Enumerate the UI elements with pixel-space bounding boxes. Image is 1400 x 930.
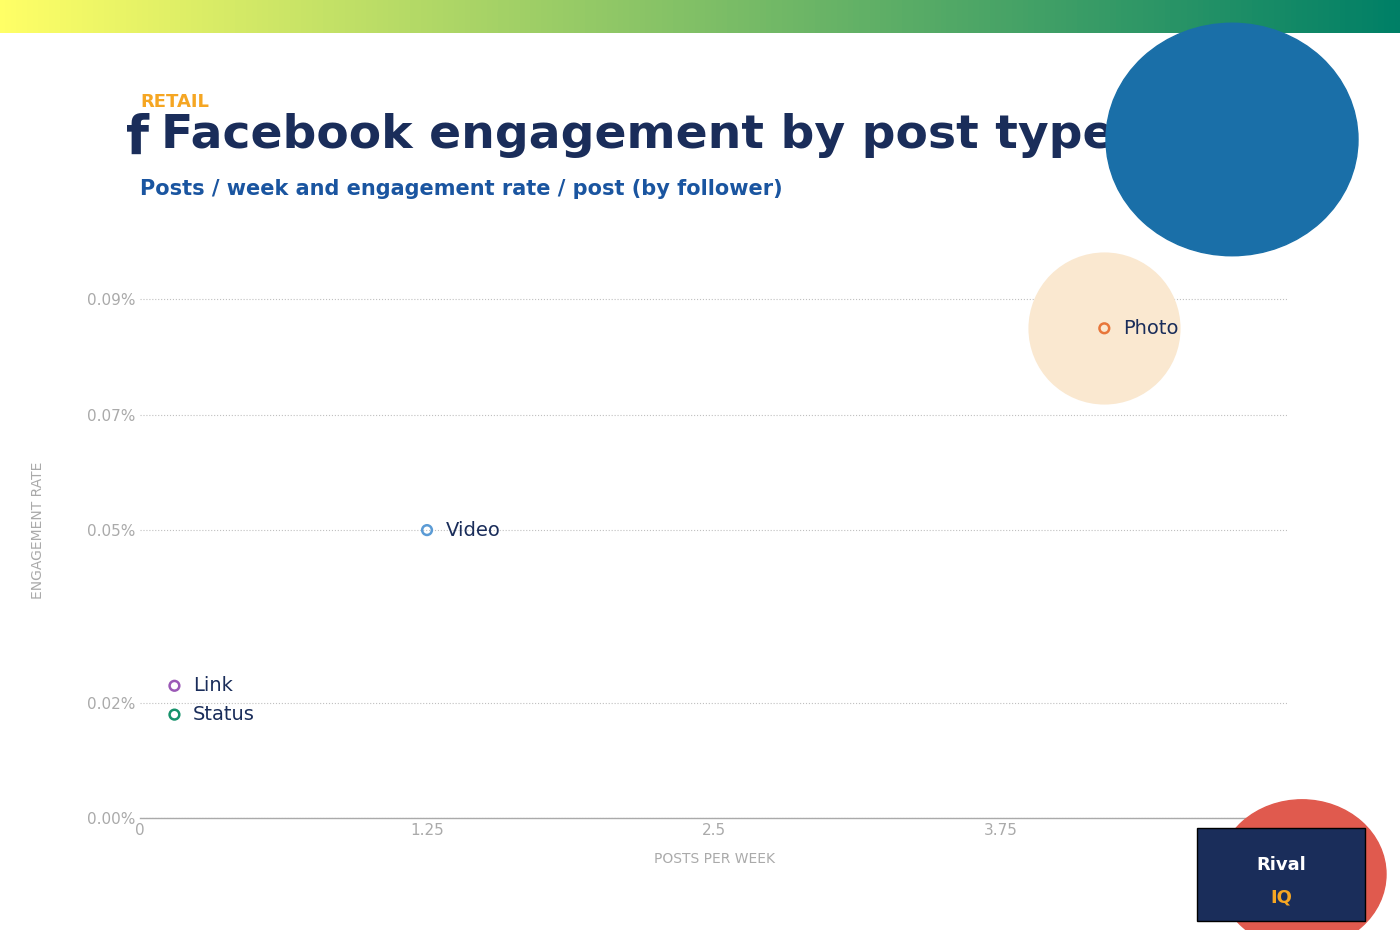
- Point: [1093, 321, 1116, 336]
- Text: RETAIL: RETAIL: [140, 93, 209, 111]
- Text: Rival: Rival: [1256, 856, 1306, 874]
- Text: Status: Status: [193, 705, 255, 724]
- Text: Facebook engagement by post type: Facebook engagement by post type: [161, 113, 1114, 158]
- Text: Video: Video: [445, 521, 500, 539]
- X-axis label: POSTS PER WEEK: POSTS PER WEEK: [654, 852, 774, 866]
- Point: [416, 523, 438, 538]
- Point: [1093, 321, 1116, 336]
- Text: f: f: [126, 113, 148, 165]
- Point: [164, 707, 186, 722]
- Point: [164, 678, 186, 693]
- Text: Posts / week and engagement rate / post (by follower): Posts / week and engagement rate / post …: [140, 179, 783, 199]
- Text: Link: Link: [193, 676, 232, 696]
- Text: Photo: Photo: [1123, 319, 1179, 338]
- Text: IQ: IQ: [1270, 888, 1292, 907]
- Y-axis label: ENGAGEMENT RATE: ENGAGEMENT RATE: [31, 461, 45, 599]
